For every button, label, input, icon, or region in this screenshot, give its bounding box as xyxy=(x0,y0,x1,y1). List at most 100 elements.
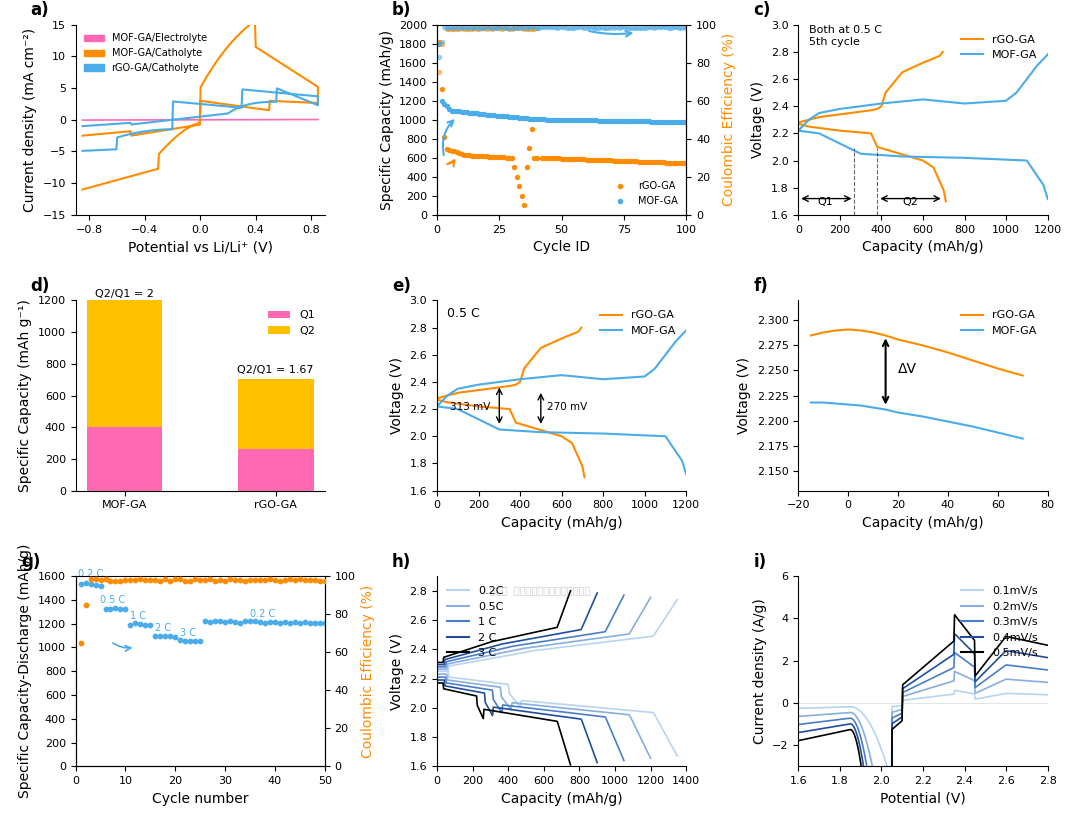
Point xyxy=(503,21,521,34)
Point xyxy=(206,574,224,588)
Point xyxy=(578,21,595,35)
Point xyxy=(670,157,687,170)
Point xyxy=(521,21,538,35)
Legend: Q1, Q2: Q1, Q2 xyxy=(264,306,320,340)
Y-axis label: Current density (A/g): Current density (A/g) xyxy=(753,598,767,744)
Point xyxy=(637,155,654,168)
Point xyxy=(633,115,650,128)
Point xyxy=(162,574,179,588)
Point xyxy=(600,154,618,167)
Point xyxy=(216,574,233,588)
Point xyxy=(475,21,492,34)
X-axis label: Potential vs Li/Li⁺ (V): Potential vs Li/Li⁺ (V) xyxy=(127,240,273,254)
Point xyxy=(276,573,294,586)
Point xyxy=(660,156,677,169)
Point xyxy=(616,21,633,34)
Point xyxy=(475,108,492,121)
Point xyxy=(97,573,114,586)
Point xyxy=(486,109,503,122)
Point xyxy=(137,618,154,631)
Point xyxy=(625,155,643,168)
Point xyxy=(620,115,637,128)
Point xyxy=(496,21,513,34)
Point xyxy=(595,21,612,34)
Point xyxy=(521,22,538,35)
Point xyxy=(677,157,694,170)
Legend: rGO-GA, MOF-GA: rGO-GA, MOF-GA xyxy=(957,306,1042,340)
Point xyxy=(635,155,652,168)
Point xyxy=(478,150,496,163)
Point xyxy=(518,23,536,36)
Point xyxy=(102,603,119,616)
Point xyxy=(237,574,254,588)
Point xyxy=(667,115,685,129)
Point xyxy=(555,21,572,34)
Point xyxy=(652,21,670,35)
Point xyxy=(448,105,465,118)
Text: b): b) xyxy=(392,1,411,19)
Point xyxy=(625,21,643,34)
Point xyxy=(536,21,553,35)
Point xyxy=(643,21,660,34)
Point xyxy=(518,161,536,174)
Point xyxy=(658,115,675,129)
Point xyxy=(458,148,475,162)
Point xyxy=(141,619,159,632)
Point xyxy=(465,149,483,162)
Point xyxy=(102,574,119,588)
Point xyxy=(448,21,465,34)
Point xyxy=(450,147,468,160)
Point xyxy=(461,22,478,35)
Point xyxy=(528,113,545,126)
Text: Q2/Q1 = 2: Q2/Q1 = 2 xyxy=(95,289,154,299)
Point xyxy=(307,574,324,587)
Point xyxy=(534,152,551,165)
Point xyxy=(570,21,588,34)
Point xyxy=(635,21,652,34)
Point xyxy=(645,115,662,129)
Point xyxy=(620,155,637,168)
Point xyxy=(534,21,551,35)
Point xyxy=(505,21,523,35)
Point xyxy=(301,574,319,587)
Point xyxy=(436,130,454,143)
Point xyxy=(501,151,518,164)
Point xyxy=(461,21,478,34)
Point xyxy=(454,22,471,35)
Point xyxy=(292,573,309,586)
Point xyxy=(561,21,578,34)
Point xyxy=(86,573,104,586)
Point xyxy=(583,21,600,34)
Point xyxy=(660,21,677,35)
Point xyxy=(528,152,545,165)
Point xyxy=(610,21,627,34)
Text: g): g) xyxy=(21,553,40,571)
Point xyxy=(583,114,600,127)
Text: 3 C: 3 C xyxy=(179,628,195,638)
Text: 公众号  有机配体和荧光染料最新研究: 公众号 有机配体和荧光染料最新研究 xyxy=(490,585,590,595)
Point xyxy=(503,22,521,35)
Point xyxy=(454,147,471,160)
Point xyxy=(488,21,505,35)
Point xyxy=(252,573,269,586)
Point xyxy=(548,113,565,126)
Point xyxy=(473,149,490,162)
Point xyxy=(603,154,620,167)
Point xyxy=(530,113,548,126)
Point xyxy=(311,574,328,588)
Point xyxy=(538,21,555,34)
Point xyxy=(307,616,324,630)
Point xyxy=(172,634,189,647)
Point xyxy=(286,574,303,587)
Y-axis label: Coulombic Efficiency (%): Coulombic Efficiency (%) xyxy=(723,33,737,207)
Point xyxy=(618,154,635,167)
Point xyxy=(633,155,650,168)
X-axis label: Capacity (mAh/g): Capacity (mAh/g) xyxy=(862,240,984,254)
Point xyxy=(523,21,540,35)
Point xyxy=(446,21,463,34)
Point xyxy=(605,21,622,35)
Point xyxy=(593,114,610,127)
Point xyxy=(151,574,168,588)
Point xyxy=(431,50,448,63)
Point xyxy=(316,616,334,630)
